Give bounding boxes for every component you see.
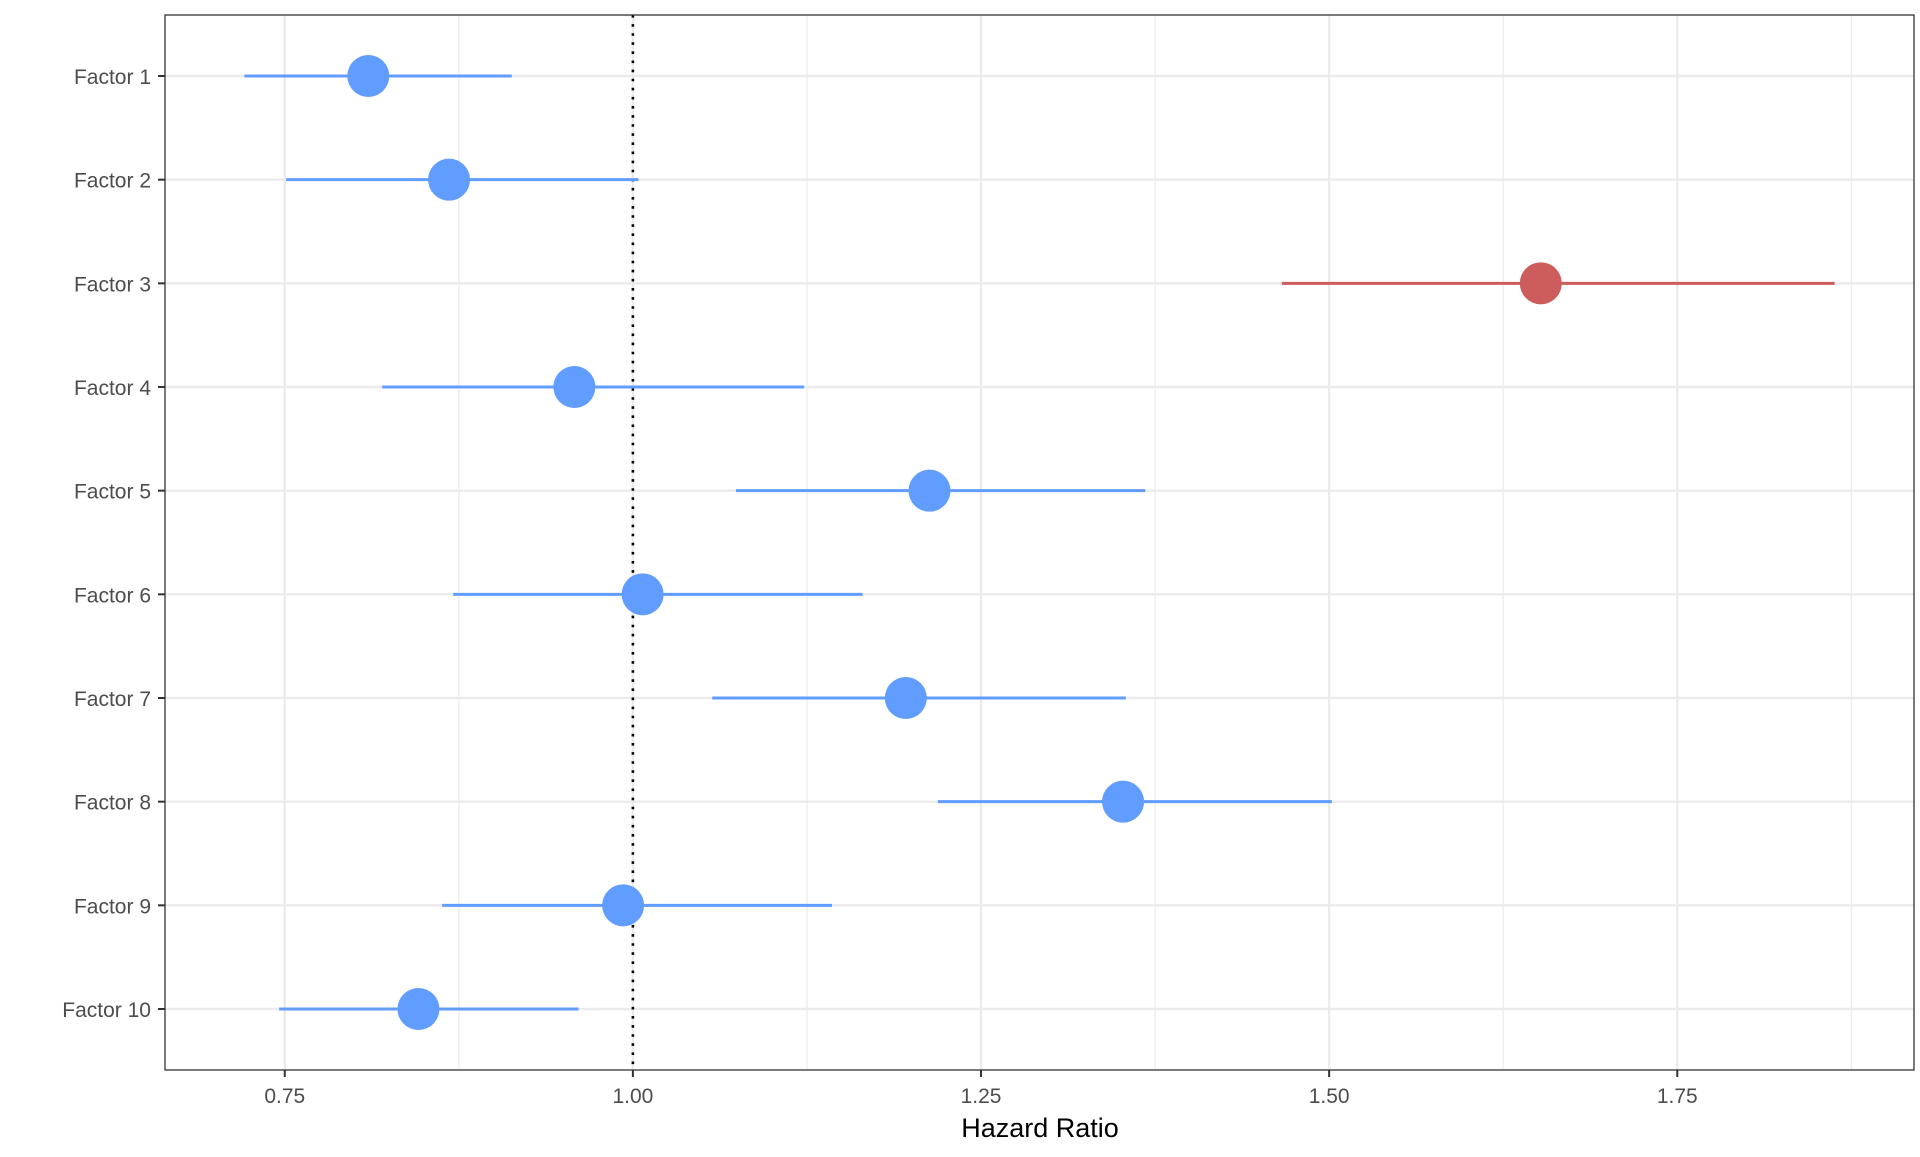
hazard-ratio-point xyxy=(884,677,927,719)
hazard-ratio-point xyxy=(1102,780,1145,823)
y-tick-label: Factor 1 xyxy=(74,66,151,89)
plot-panel-background xyxy=(165,15,1914,1070)
forest-row xyxy=(735,469,1146,512)
forest-row xyxy=(937,780,1332,823)
x-axis-title: Hazard Ratio xyxy=(961,1113,1119,1143)
y-tick-label: Factor 8 xyxy=(74,792,151,815)
x-tick-label: 0.75 xyxy=(264,1085,305,1108)
forest-row xyxy=(712,677,1126,719)
x-tick-label: 1.25 xyxy=(961,1085,1002,1108)
y-tick-label: Factor 7 xyxy=(74,688,151,711)
y-tick-label: Factor 10 xyxy=(62,999,151,1022)
hazard-ratio-point xyxy=(602,884,645,927)
hazard-ratio-point xyxy=(621,573,664,616)
y-axis: Factor 1 Factor 2 Factor 3 Factor 4 Factor 5… xyxy=(62,66,165,1022)
y-tick-label: Factor 2 xyxy=(74,170,151,193)
hazard-ratio-point xyxy=(553,366,596,408)
y-tick-label: Factor 5 xyxy=(74,481,151,504)
hazard-ratio-point xyxy=(397,988,440,1030)
x-axis: 0.75 1.00 1.25 1.50 1.75 xyxy=(264,1070,1698,1108)
y-tick-label: Factor 6 xyxy=(74,584,151,607)
forest-row xyxy=(442,884,833,927)
hazard-ratio-point xyxy=(428,158,471,201)
forest-row xyxy=(286,158,639,201)
forest-row xyxy=(1281,262,1835,305)
plot-panel-border xyxy=(164,14,1915,1071)
hazard-ratio-point xyxy=(908,469,951,512)
y-tick-label: Factor 9 xyxy=(74,895,151,918)
x-tick-label: 1.00 xyxy=(612,1085,653,1108)
hazard-ratio-point xyxy=(347,55,390,97)
x-tick-label: 1.50 xyxy=(1309,1085,1350,1108)
data-marks xyxy=(244,55,1835,1030)
forest-row xyxy=(382,366,805,408)
hazard-ratio-point xyxy=(1519,262,1562,305)
forest-row xyxy=(279,988,579,1030)
x-tick-label: 1.75 xyxy=(1657,1085,1698,1108)
forest-row xyxy=(244,55,512,97)
y-tick-label: Factor 4 xyxy=(74,377,151,400)
y-tick-label: Factor 3 xyxy=(74,273,151,296)
forest-row xyxy=(453,573,863,616)
